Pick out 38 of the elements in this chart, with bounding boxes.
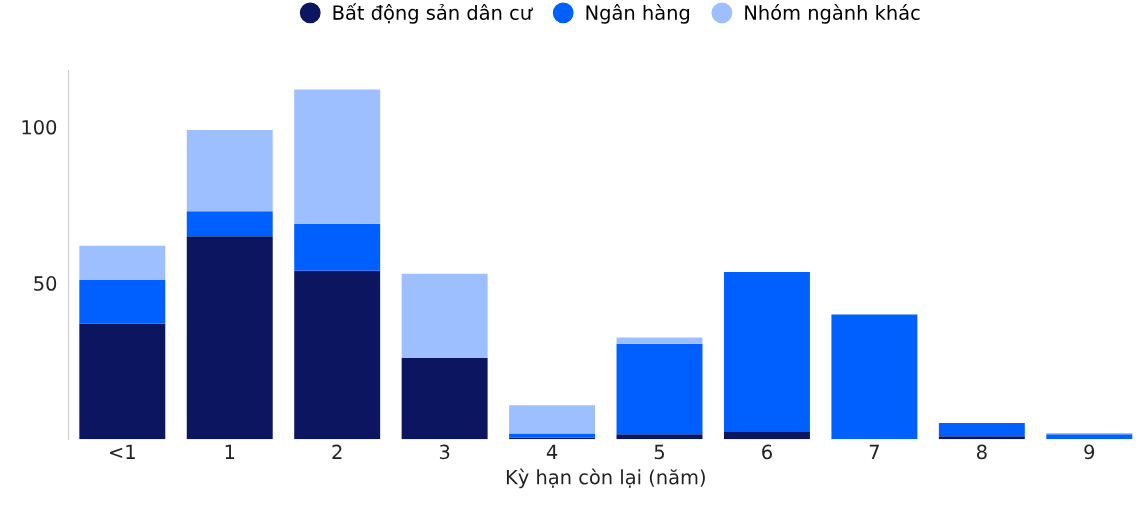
x-tick-label: 6 [762,444,772,460]
x-tick-label: 8 [976,444,987,460]
x-tick-label: 4 [546,444,558,459]
x-tick-label: 3 [439,444,450,460]
y-tick-label: 100 [22,119,57,135]
x-tick-label: 1 [225,444,235,459]
bar [294,89,381,224]
bar [509,433,596,438]
legend-label: Nhóm ngành khác [745,4,920,24]
bar [831,314,918,440]
x-axis-title: Kỳ hạn còn lại (năm) [506,468,705,489]
bar [186,236,273,440]
bar [79,280,166,324]
bar [186,211,273,237]
x-tick-label: 7 [869,444,879,459]
x-tick-label: <1 [110,444,135,459]
bar [401,358,488,440]
bar [186,130,273,212]
bar [938,436,1025,440]
x-tick-label: 2 [332,444,342,459]
bar [79,245,166,281]
y-tick-label: 50 [34,276,57,291]
bar [616,337,703,344]
bar [616,434,703,440]
bar [723,431,810,440]
bar [616,343,703,435]
bar [294,270,381,440]
bar [1046,434,1133,440]
x-tick-label: 9 [1084,444,1095,460]
legend-label: Bất động sản dân cư [333,3,533,24]
bar [294,223,381,271]
bar [79,323,166,440]
legend-label: Ngân hàng [586,4,690,24]
x-tick-label: 5 [654,444,664,460]
bar [401,273,488,359]
bar [723,271,810,432]
bar [938,423,1025,437]
bar [509,405,596,434]
